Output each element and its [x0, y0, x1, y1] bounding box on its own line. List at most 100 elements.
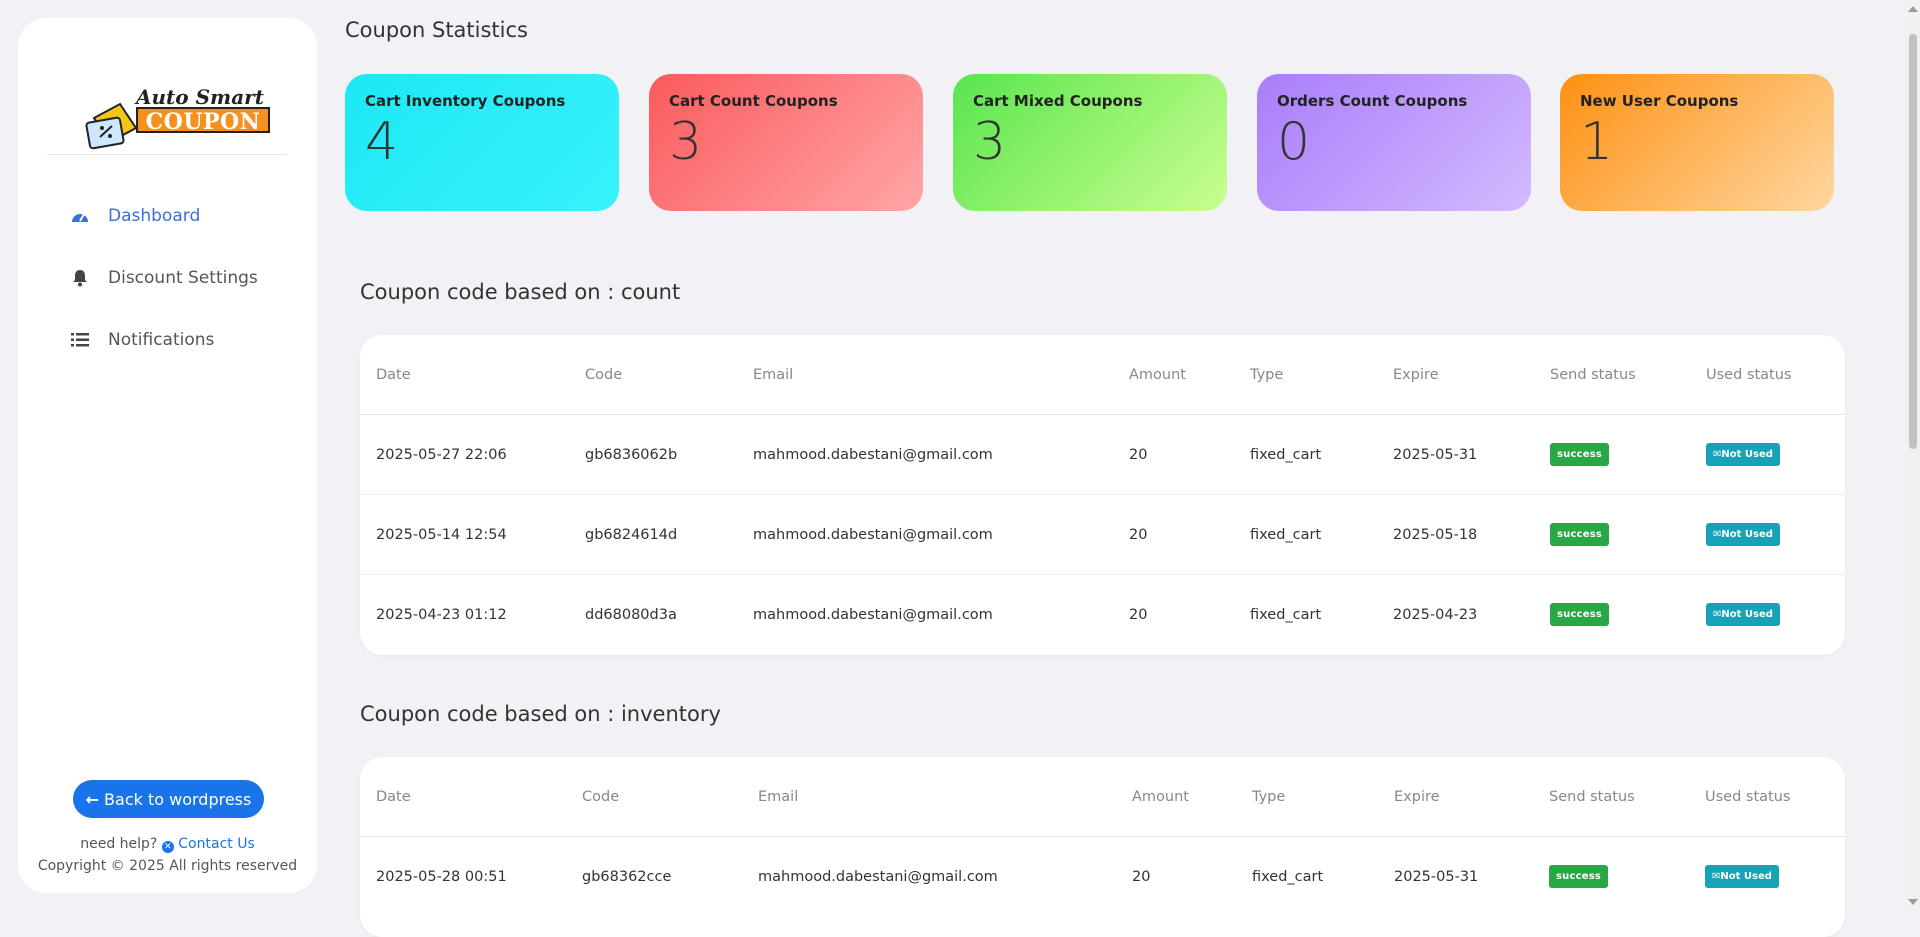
stat-value: 1: [1580, 112, 1614, 172]
envelope-icon: ✉: [1713, 449, 1722, 460]
stat-label: Cart Mixed Coupons: [973, 92, 1143, 110]
sidebar-item-label: Notifications: [108, 330, 215, 350]
divider: [47, 154, 287, 155]
col-header-type[interactable]: Type: [1250, 335, 1393, 415]
cell-code: gb6824614d: [585, 494, 753, 575]
cell-email: mahmood.dabestani@gmail.com: [753, 494, 1129, 575]
col-header-send-status[interactable]: Send status: [1550, 335, 1706, 415]
scroll-thumb[interactable]: [1909, 34, 1917, 449]
cell-send-status: success: [1550, 575, 1706, 655]
col-header-date[interactable]: Date: [376, 757, 582, 837]
coupon-table: Date Code Email Amount Type Expire Send …: [360, 335, 1845, 654]
col-header-used-status[interactable]: Used status: [1706, 335, 1845, 415]
used-status-label: Not Used: [1721, 529, 1773, 540]
cell-used-status: ✉Not Used: [1706, 575, 1845, 655]
page-title: Coupon Statistics: [345, 18, 528, 42]
copyright: Copyright © 2025 All rights reserved: [37, 858, 298, 874]
cell-send-status: success: [1549, 837, 1705, 917]
stat-value: 4: [365, 112, 399, 172]
stat-label: Orders Count Coupons: [1277, 92, 1468, 110]
stat-card-new-user: New User Coupons 1: [1560, 74, 1834, 211]
coupon-logo-icon: [85, 102, 138, 150]
col-header-used-status[interactable]: Used status: [1705, 757, 1845, 837]
cell-send-status: success: [1550, 414, 1706, 495]
col-header-amount[interactable]: Amount: [1132, 757, 1252, 837]
sidebar-item-label: Discount Settings: [108, 268, 258, 288]
cell-email: mahmood.dabestani@gmail.com: [758, 868, 998, 885]
help-line: need help? ✕ Contact Us: [18, 836, 317, 853]
col-header-date[interactable]: Date: [376, 335, 585, 415]
logo-line2: COUPON: [136, 107, 270, 135]
used-status-label: Not Used: [1720, 871, 1772, 882]
dashboard-gauge-icon: [70, 206, 90, 226]
stat-value: 0: [1277, 112, 1311, 172]
col-header-code[interactable]: Code: [582, 757, 758, 837]
stat-label: New User Coupons: [1580, 92, 1739, 110]
stat-value: 3: [669, 112, 703, 172]
back-to-wordpress-button[interactable]: ← Back to wordpress: [73, 780, 264, 818]
cell-expire: 2025-05-31: [1393, 414, 1550, 495]
cell-email: mahmood.dabestani@gmail.com: [753, 606, 993, 623]
contact-us-link[interactable]: ✕ Contact Us: [161, 836, 255, 853]
sidebar: Auto Smart COUPON Dashboard Discount Set…: [18, 18, 317, 893]
cell-type: fixed_cart: [1250, 414, 1393, 495]
stat-label: Cart Inventory Coupons: [365, 92, 566, 110]
cell-expire: 2025-04-23: [1393, 606, 1478, 623]
table-row: 2025-04-23 01:12 dd68080d3a mahmood.dabe…: [360, 575, 1845, 655]
cell-email: mahmood.dabestani@gmail.com: [753, 414, 1129, 495]
scroll-down-arrow-icon[interactable]: [1908, 899, 1918, 905]
table-row: 2025-05-27 22:06 gb6836062b mahmood.dabe…: [360, 414, 1845, 495]
contact-link-label: Contact Us: [178, 836, 255, 852]
logo-line1: Auto Smart: [136, 85, 264, 109]
coupon-table-inventory: Date Code Email Amount Type Expire Send …: [360, 757, 1845, 937]
sidebar-item-notifications[interactable]: Notifications: [70, 323, 214, 357]
cell-date: 2025-05-14 12:54: [376, 494, 585, 575]
used-status-badge: ✉Not Used: [1706, 603, 1780, 626]
cell-date: 2025-05-28 00:51: [376, 868, 507, 885]
cell-type: fixed_cart: [1252, 868, 1324, 885]
cell-used-status: ✉Not Used: [1706, 494, 1845, 575]
help-text: need help?: [80, 836, 158, 852]
col-header-expire[interactable]: Expire: [1393, 335, 1550, 415]
col-header-code[interactable]: Code: [585, 335, 753, 415]
coupon-table-count: Date Code Email Amount Type Expire Send …: [360, 335, 1845, 655]
scroll-up-arrow-icon[interactable]: [1908, 6, 1918, 12]
section-title-count: Coupon code based on : count: [360, 280, 681, 304]
col-header-send-status[interactable]: Send status: [1549, 757, 1705, 837]
table-header-row: Date Code Email Amount Type Expire Send …: [360, 757, 1845, 837]
status-badge: success: [1550, 523, 1610, 546]
back-button-label: Back to wordpress: [104, 789, 252, 809]
status-badge: success: [1550, 443, 1610, 466]
bell-icon: [70, 268, 90, 288]
envelope-icon: ✉: [1713, 529, 1722, 540]
table-row: 2025-05-14 12:54 gb6824614d mahmood.dabe…: [360, 494, 1845, 575]
col-header-email[interactable]: Email: [758, 757, 1132, 837]
col-header-type[interactable]: Type: [1252, 757, 1394, 837]
sidebar-item-label: Dashboard: [108, 206, 201, 226]
stat-label: Cart Count Coupons: [669, 92, 838, 110]
sidebar-item-discount-settings[interactable]: Discount Settings: [70, 261, 258, 295]
col-header-email[interactable]: Email: [753, 335, 1129, 415]
stat-card-orders-count: Orders Count Coupons 0: [1257, 74, 1531, 211]
col-header-amount[interactable]: Amount: [1129, 335, 1250, 415]
envelope-icon: ✉: [1712, 871, 1721, 882]
stat-value: 3: [973, 112, 1007, 172]
cell-used-status: ✉Not Used: [1706, 414, 1845, 495]
stat-card-cart-inventory: Cart Inventory Coupons 4: [345, 74, 619, 211]
cell-code: gb6836062b: [585, 414, 753, 495]
cell-send-status: success: [1550, 494, 1706, 575]
cell-amount: 20: [1129, 494, 1250, 575]
cell-expire: 2025-05-31: [1394, 868, 1479, 885]
cell-type: fixed_cart: [1250, 606, 1322, 623]
cell-date: 2025-05-27 22:06: [376, 414, 585, 495]
sidebar-item-dashboard[interactable]: Dashboard: [70, 199, 200, 233]
cell-amount: 20: [1129, 414, 1250, 495]
cell-date: 2025-04-23 01:12: [376, 606, 507, 623]
table-row: 2025-05-28 00:51 gb68362cce mahmood.dabe…: [360, 837, 1845, 917]
cell-expire: 2025-05-18: [1393, 494, 1550, 575]
cell-type: fixed_cart: [1250, 494, 1393, 575]
used-status-badge: ✉Not Used: [1706, 443, 1780, 466]
used-status-badge: ✉Not Used: [1706, 523, 1780, 546]
col-header-expire[interactable]: Expire: [1394, 757, 1549, 837]
page-scrollbar[interactable]: [1905, 0, 1920, 911]
